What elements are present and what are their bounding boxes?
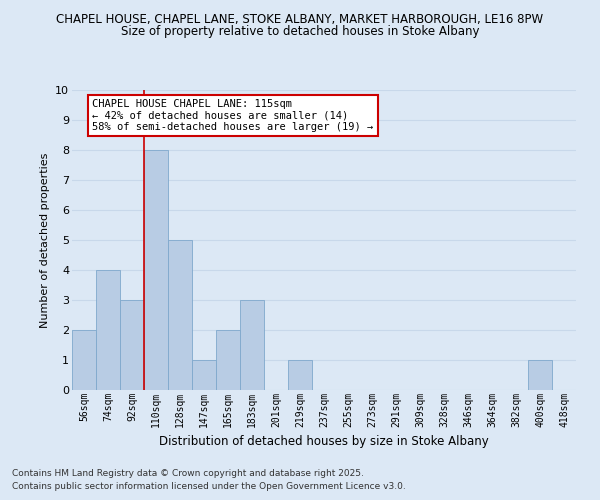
Text: CHAPEL HOUSE CHAPEL LANE: 115sqm
← 42% of detached houses are smaller (14)
58% o: CHAPEL HOUSE CHAPEL LANE: 115sqm ← 42% o… [92, 99, 373, 132]
Text: Size of property relative to detached houses in Stoke Albany: Size of property relative to detached ho… [121, 25, 479, 38]
Bar [217, 330, 239, 390]
Y-axis label: Number of detached properties: Number of detached properties [40, 152, 50, 328]
Bar [97, 270, 119, 390]
Bar [169, 240, 191, 390]
Bar [145, 150, 167, 390]
Text: Contains public sector information licensed under the Open Government Licence v3: Contains public sector information licen… [12, 482, 406, 491]
Bar [289, 360, 311, 390]
Bar [193, 360, 215, 390]
Text: Contains HM Land Registry data © Crown copyright and database right 2025.: Contains HM Land Registry data © Crown c… [12, 468, 364, 477]
Bar [241, 300, 263, 390]
Bar [121, 300, 143, 390]
Bar [529, 360, 551, 390]
Bar [73, 330, 95, 390]
Text: CHAPEL HOUSE, CHAPEL LANE, STOKE ALBANY, MARKET HARBOROUGH, LE16 8PW: CHAPEL HOUSE, CHAPEL LANE, STOKE ALBANY,… [56, 12, 544, 26]
X-axis label: Distribution of detached houses by size in Stoke Albany: Distribution of detached houses by size … [159, 435, 489, 448]
